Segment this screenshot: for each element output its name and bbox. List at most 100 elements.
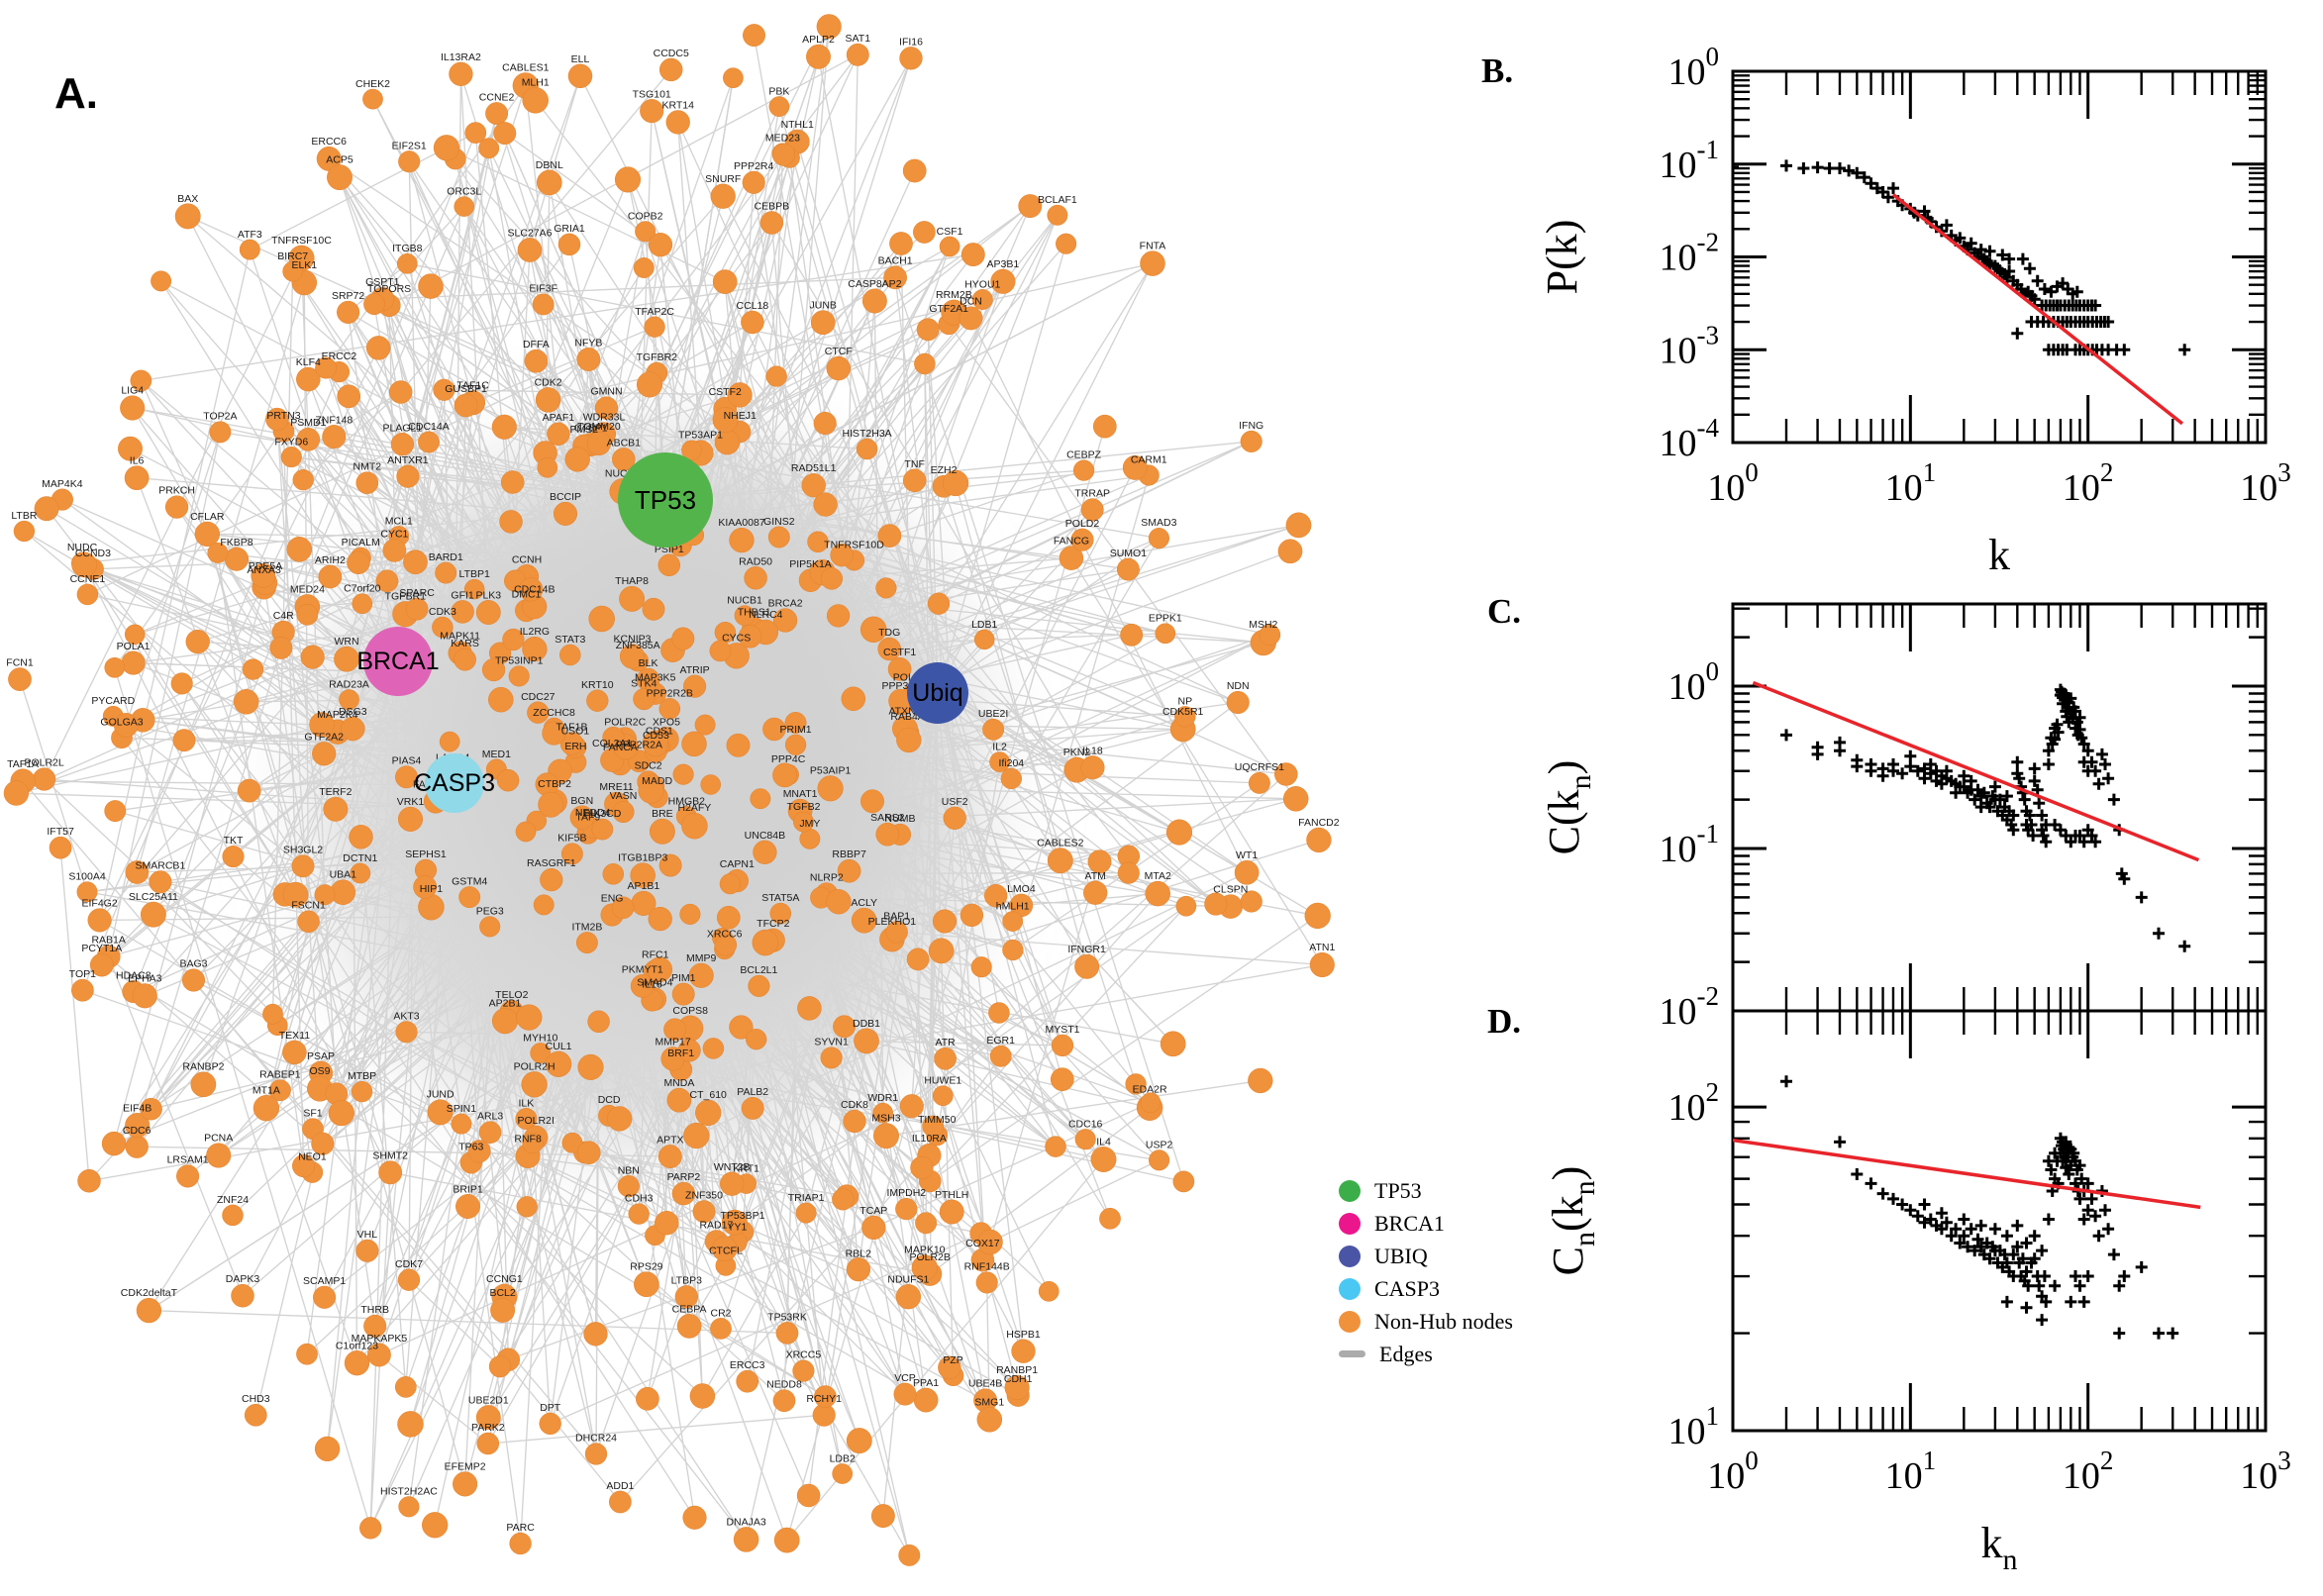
- gene-label: DPT: [540, 1402, 561, 1414]
- gene-node: [1165, 819, 1193, 846]
- gene-node: [282, 1040, 307, 1065]
- gene-node: [671, 627, 695, 650]
- gene-node: [516, 1004, 543, 1031]
- gene-label: IFI16: [899, 36, 923, 48]
- gene-node: [427, 1099, 454, 1126]
- gene-node: [327, 164, 353, 191]
- gene-node: [938, 1355, 961, 1380]
- gene-node: [535, 387, 561, 413]
- gene-node: [932, 909, 958, 934]
- gene-node: [350, 862, 371, 884]
- legend-item-brca1: BRCA1: [1339, 1207, 1513, 1240]
- gene-node: [1234, 859, 1260, 885]
- hub-label-casp3: CASP3: [414, 769, 495, 797]
- gene-label: NLRP2: [810, 872, 844, 884]
- hub-label-tp53: TP53: [635, 485, 696, 515]
- gene-label: BLK: [639, 657, 658, 669]
- gene-node: [682, 1505, 707, 1530]
- gene-label: MED24: [290, 584, 325, 596]
- gene-node: [125, 1113, 151, 1139]
- gene-label: LTBR: [11, 510, 37, 522]
- gene-node: [636, 371, 663, 398]
- gene-node: [1002, 911, 1024, 932]
- gene-node: [726, 733, 751, 757]
- gene-node: [464, 122, 487, 144]
- tick-label: 10-1: [1660, 135, 1720, 186]
- gene-label: BAG3: [179, 958, 207, 970]
- gene-node: [772, 762, 797, 788]
- gene-label: POLR2I: [518, 1115, 555, 1127]
- gene-node: [642, 597, 665, 621]
- gene-label: PARC: [506, 1522, 535, 1534]
- gene-node: [3, 780, 30, 806]
- gene-node: [671, 982, 695, 1006]
- gene-node: [913, 1387, 939, 1413]
- legend-label: Edges: [1379, 1341, 1433, 1366]
- gene-node: [932, 1085, 954, 1107]
- gene-label: NDUFS1: [887, 1273, 929, 1285]
- gene-label: VCP: [894, 1372, 916, 1384]
- hub-nodes: TP53 BRCA1 Ubiq CASP3: [356, 452, 968, 813]
- gene-node: [577, 1053, 604, 1080]
- gene-label: APAF1: [543, 412, 575, 424]
- gene-node: [87, 908, 112, 933]
- gene-node: [500, 470, 525, 494]
- gene-label: ATM: [1085, 870, 1106, 882]
- gene-node: [710, 183, 736, 209]
- gene-label: GOLGA3: [100, 717, 143, 729]
- gene-label: IFNGR1: [1067, 944, 1106, 955]
- gene-label: NEO1: [298, 1151, 327, 1163]
- gene-label: EIF4G2: [82, 898, 118, 910]
- gene-label: SEPHS1: [405, 848, 447, 860]
- gene-label: PDE5A: [249, 560, 282, 572]
- gene-node: [750, 788, 771, 810]
- gene-node: [762, 717, 786, 742]
- gene-label: TGFBR1: [385, 590, 427, 602]
- gene-node: [861, 288, 887, 314]
- gene-label: CASP8AP2: [848, 278, 901, 290]
- gene-node: [455, 1194, 480, 1219]
- gene-node: [170, 672, 193, 695]
- gene-node: [692, 1200, 716, 1224]
- gene-node: [896, 727, 922, 753]
- gene-node: [1204, 892, 1228, 916]
- gene-node: [559, 732, 584, 755]
- gene-node: [885, 921, 908, 944]
- gene-node: [826, 604, 851, 628]
- network-nodes: [3, 14, 1335, 1566]
- gene-label: ANXA3: [247, 564, 281, 576]
- gene-node: [339, 689, 359, 710]
- gene-node: [841, 686, 866, 712]
- gene-label: POLR2B: [909, 1251, 950, 1263]
- gene-node: [522, 87, 549, 114]
- gene-node: [449, 61, 473, 86]
- gene-label: FANCG: [1054, 536, 1089, 548]
- gene-node: [418, 431, 440, 453]
- gene-node: [734, 605, 756, 627]
- gene-node: [397, 1268, 421, 1291]
- gene-node: [349, 825, 373, 849]
- gene-label: TAF1B: [556, 722, 588, 734]
- legend-item-edges: Edges: [1339, 1338, 1513, 1370]
- gene-label: USO1: [561, 725, 590, 737]
- gene-label: IMPDH2: [886, 1187, 926, 1199]
- gene-node: [244, 1403, 267, 1427]
- gene-node: [1274, 762, 1298, 786]
- gene-label: IL2: [992, 742, 1007, 753]
- gene-node: [658, 853, 682, 877]
- gene-node: [602, 863, 625, 885]
- gene-label: ZNF350: [685, 1190, 723, 1202]
- gene-node: [700, 774, 721, 795]
- gene-node: [351, 1080, 373, 1103]
- gene-node: [540, 867, 563, 892]
- gene-node: [190, 1071, 217, 1098]
- gene-node: [765, 365, 787, 387]
- gene-label: APLP2: [802, 34, 835, 46]
- gene-label: NP: [1178, 696, 1193, 708]
- gene-label: MT1A: [252, 1084, 280, 1096]
- gene-label: EZH2: [931, 464, 958, 476]
- gene-label: NDN: [1227, 680, 1250, 692]
- gene-node: [32, 767, 56, 791]
- gene-label: BRCA2: [768, 598, 803, 610]
- gene-node: [559, 644, 581, 666]
